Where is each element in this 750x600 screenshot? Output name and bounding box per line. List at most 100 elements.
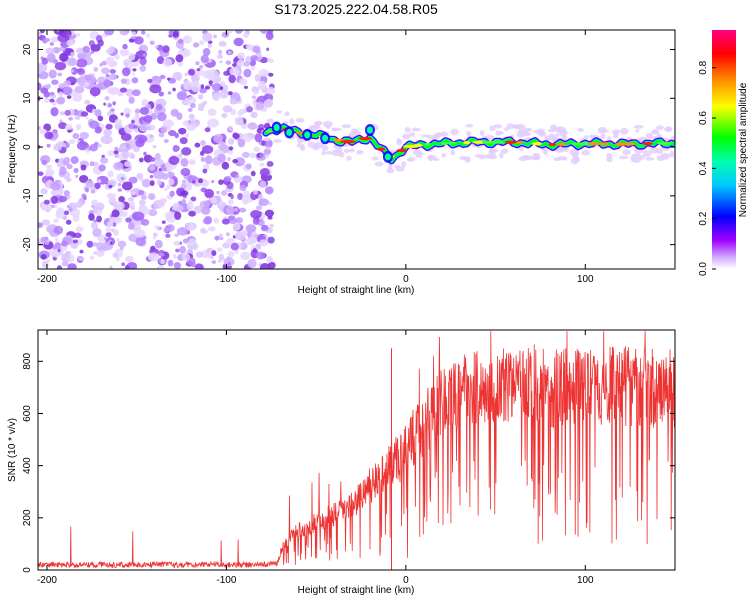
noise-speckle xyxy=(44,131,54,140)
track-halo xyxy=(612,131,619,139)
noise-speckle xyxy=(124,255,134,263)
noise-speckle xyxy=(232,132,240,139)
noise-speckle xyxy=(258,68,270,77)
noise-speckle xyxy=(176,204,184,212)
track-halo xyxy=(346,155,352,161)
noise-speckle xyxy=(266,86,276,95)
noise-speckle xyxy=(128,96,135,104)
track-halo xyxy=(466,130,472,137)
noise-speckle xyxy=(67,263,77,269)
track-halo xyxy=(349,148,355,153)
noise-speckle xyxy=(136,173,143,180)
noise-speckle xyxy=(227,250,235,258)
noise-speckle xyxy=(178,127,187,135)
colorbar-tick-label: 0.4 xyxy=(698,161,709,175)
noise-speckle xyxy=(184,133,189,138)
noise-speckle xyxy=(40,254,47,260)
noise-speckle xyxy=(90,44,101,52)
noise-speckle xyxy=(75,226,84,233)
noise-speckle xyxy=(239,207,247,213)
noise-speckle xyxy=(42,203,53,212)
noise-speckle xyxy=(221,31,230,38)
noise-speckle xyxy=(154,225,159,230)
noise-speckle xyxy=(65,123,73,131)
noise-speckle xyxy=(181,47,185,52)
noise-speckle xyxy=(202,47,211,57)
noise-speckle xyxy=(182,120,190,126)
noise-speckle xyxy=(168,156,180,165)
noise-speckle xyxy=(59,52,69,62)
noise-speckle xyxy=(228,74,236,84)
noise-speckle xyxy=(227,91,233,96)
noise-speckle xyxy=(234,30,243,34)
noise-speckle xyxy=(111,209,120,218)
noise-speckle xyxy=(63,156,70,164)
noise-speckle xyxy=(266,47,270,51)
noise-speckle xyxy=(227,157,231,162)
noise-speckle xyxy=(101,67,110,74)
noise-speckle xyxy=(175,248,180,253)
noise-speckle xyxy=(39,30,45,34)
track-halo xyxy=(427,134,437,140)
noise-speckle xyxy=(243,61,250,67)
noise-speckle xyxy=(58,195,68,203)
noise-speckle xyxy=(261,140,266,146)
snr-x-ticks: -200 -100 0 100 xyxy=(37,330,594,586)
noise-speckle xyxy=(107,103,112,108)
noise-speckle xyxy=(130,206,135,211)
track-halo xyxy=(655,125,664,130)
track-halo xyxy=(523,132,532,136)
track-halo xyxy=(506,123,515,130)
noise-speckle xyxy=(143,114,153,123)
noise-speckle xyxy=(119,48,130,57)
noise-speckle xyxy=(119,30,129,36)
track-halo xyxy=(581,150,591,156)
track-halo xyxy=(649,147,659,154)
noise-speckle xyxy=(167,91,172,95)
noise-speckle xyxy=(107,170,114,178)
track-halo xyxy=(374,161,384,167)
noise-speckle xyxy=(84,187,90,193)
track-halo xyxy=(288,118,295,125)
track-halo xyxy=(645,157,655,161)
track-halo xyxy=(572,152,579,160)
noise-speckle xyxy=(97,39,104,47)
noise-speckle xyxy=(68,207,73,212)
noise-speckle xyxy=(45,83,51,89)
noise-speckle xyxy=(88,213,95,221)
noise-speckle xyxy=(140,218,150,226)
noise-speckle xyxy=(139,64,147,72)
noise-speckle xyxy=(80,164,87,171)
noise-speckle xyxy=(232,158,239,164)
noise-speckle xyxy=(227,126,233,132)
track-halo xyxy=(441,153,447,158)
noise-speckle xyxy=(105,123,113,130)
noise-speckle xyxy=(250,55,258,61)
noise-speckle xyxy=(204,155,213,165)
noise-speckle xyxy=(44,240,50,246)
track-halo xyxy=(651,129,660,135)
noise-speckle xyxy=(55,210,65,219)
noise-speckle xyxy=(259,239,269,247)
track-halo xyxy=(426,154,437,161)
noise-speckle xyxy=(112,252,118,258)
noise-speckle xyxy=(222,242,230,249)
noise-speckle xyxy=(138,157,144,163)
noise-speckle xyxy=(81,193,87,199)
noise-speckle xyxy=(149,180,155,187)
noise-speckle xyxy=(161,220,166,224)
noise-speckle xyxy=(120,144,127,151)
track-halo xyxy=(479,129,485,136)
spectrogram-x-ticks: -200 -100 0 100 xyxy=(37,30,594,285)
noise-speckle xyxy=(46,143,51,148)
noise-speckle xyxy=(264,186,274,195)
noise-speckle xyxy=(94,182,101,189)
track-halo xyxy=(322,120,333,128)
noise-speckle xyxy=(114,118,123,126)
noise-speckle xyxy=(76,139,80,143)
track-halo xyxy=(465,124,474,128)
noise-speckle xyxy=(146,33,150,38)
track-peak xyxy=(657,141,673,145)
noise-speckle xyxy=(169,190,175,197)
